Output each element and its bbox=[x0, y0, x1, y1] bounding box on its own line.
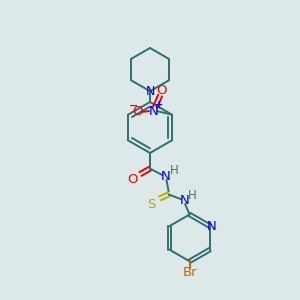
Text: N: N bbox=[180, 194, 189, 208]
Text: −: − bbox=[128, 101, 138, 111]
Text: H: H bbox=[188, 189, 197, 202]
Text: S: S bbox=[148, 197, 156, 211]
Text: N: N bbox=[148, 105, 158, 118]
Text: N: N bbox=[145, 85, 155, 98]
Text: H: H bbox=[169, 164, 178, 178]
Text: Br: Br bbox=[182, 266, 197, 279]
Text: +: + bbox=[155, 100, 163, 110]
Text: N: N bbox=[207, 220, 217, 233]
Text: O: O bbox=[133, 105, 143, 118]
Text: O: O bbox=[127, 173, 138, 187]
Text: O: O bbox=[156, 84, 166, 97]
Text: N: N bbox=[161, 170, 171, 184]
